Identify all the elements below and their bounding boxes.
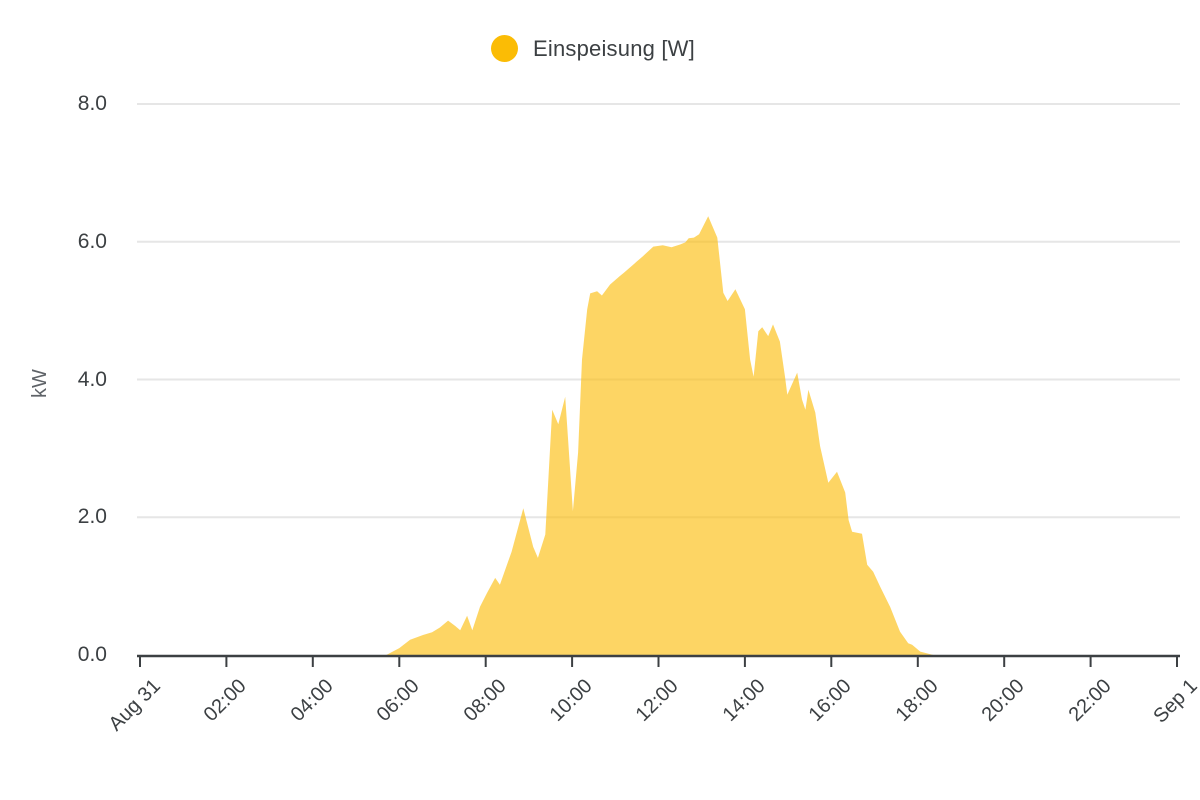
- series-area-einspeisung[interactable]: [140, 216, 1177, 656]
- legend-item-einspeisung[interactable]: Einspeisung [W]: [491, 35, 695, 62]
- y-tick-label: 8.0: [77, 92, 107, 115]
- y-tick-label: 6.0: [77, 229, 107, 253]
- y-tick-label: 2.0: [77, 505, 107, 529]
- series-label: Einspeisung [W]: [533, 35, 695, 61]
- series-swatch-icon: [491, 35, 518, 62]
- y-tick-label: 0.0: [77, 643, 107, 666]
- y-tick-label: 4.0: [77, 367, 107, 391]
